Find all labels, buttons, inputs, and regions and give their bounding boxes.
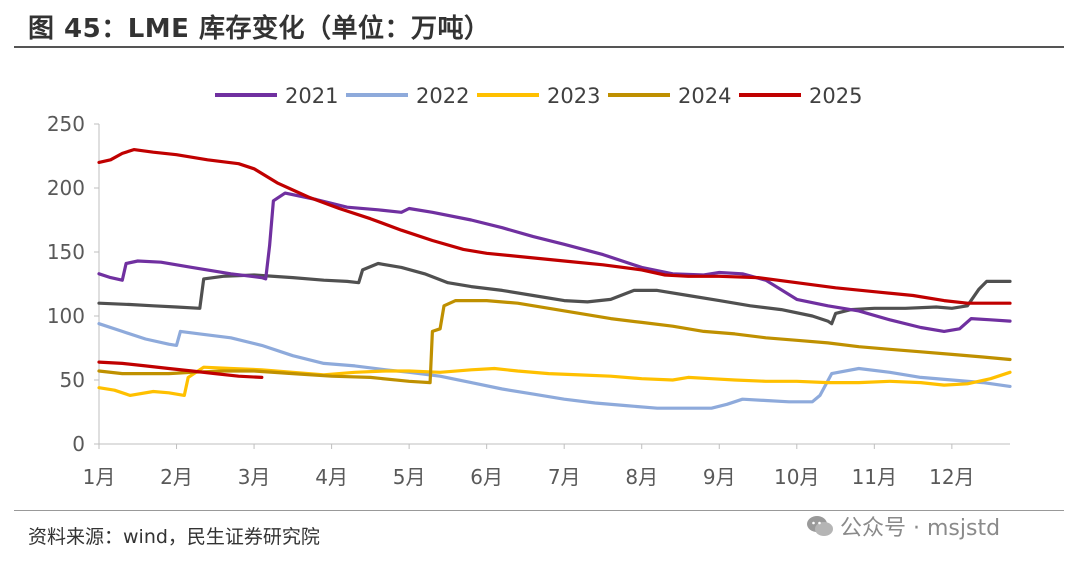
y-tick-label: 50 (60, 368, 85, 392)
y-tick-label: 0 (72, 432, 85, 456)
legend-label-2021: 2021 (285, 84, 338, 108)
y-tick-label: 150 (47, 240, 85, 264)
x-tick-label: 1月 (83, 465, 116, 489)
watermark: 公众号 · msjstd (806, 510, 1000, 542)
figure-title: 图 45：LME 库存变化（单位：万吨） (28, 14, 491, 44)
series-line-2021 (97, 191, 1012, 333)
series-line-unlabeled-6 (97, 148, 1012, 305)
legend-label-2022: 2022 (416, 84, 469, 108)
legend-label-2024: 2024 (678, 84, 731, 108)
series-line-2022 (97, 322, 1012, 410)
x-tick-label: 4月 (315, 465, 348, 489)
x-tick-label: 9月 (703, 465, 736, 489)
series-line-2023 (97, 365, 1012, 397)
lme-inventory-chart: 0 50 100 150 200 250 1月 2月 3月 4月 5月 6月 7月 8月 9月 10月 11月 1… (47, 84, 1012, 489)
y-tick-label: 100 (47, 304, 85, 328)
footer-divider (14, 510, 1064, 511)
x-tick-label: 3月 (238, 465, 271, 489)
series-line-2024 (97, 299, 1012, 385)
x-tick-label: 2月 (160, 465, 193, 489)
series-line-2025 (97, 360, 264, 379)
wechat-icon (807, 516, 833, 536)
x-tick-label: 6月 (470, 465, 503, 489)
x-tick-label: 5月 (393, 465, 426, 489)
title-divider (14, 46, 1064, 48)
x-tick-label: 11月 (852, 465, 897, 489)
x-tick-label: 10月 (774, 465, 819, 489)
source-note: 资料来源：wind，民生证券研究院 (28, 526, 320, 548)
x-tick-label: 8月 (625, 465, 658, 489)
y-tick-label: 250 (47, 112, 85, 136)
x-tick-label: 12月 (929, 465, 974, 489)
y-tick-label: 200 (47, 176, 85, 200)
watermark-text: 公众号 · msjstd (840, 516, 1001, 541)
legend-label-2023: 2023 (547, 84, 600, 108)
x-tick-label: 7月 (548, 465, 581, 489)
legend-label-2025: 2025 (809, 84, 862, 108)
